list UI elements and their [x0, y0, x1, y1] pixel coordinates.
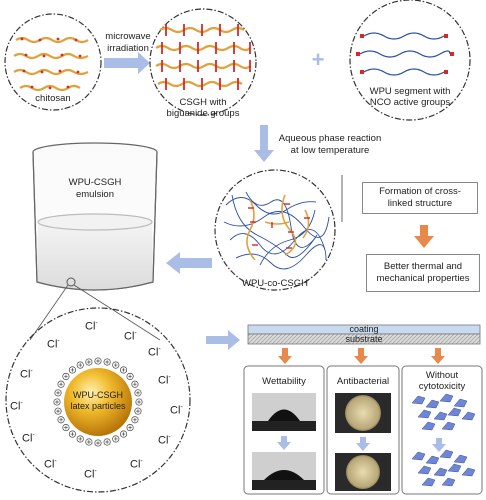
formation-label-1: Formation of cross-: [363, 186, 477, 197]
beaker: [33, 143, 157, 290]
wpu-segment-label-1: WPU segment with: [360, 86, 460, 97]
better-properties-box: Better thermal and mechanical properties: [366, 254, 480, 292]
arrow-to-emulsion: [166, 252, 212, 274]
wpu-chains: [360, 33, 450, 75]
coating-label: coating: [248, 324, 480, 334]
formation-box: Formation of cross- linked structure: [362, 182, 478, 214]
wpu-segment-label-2: NCO active groups: [360, 97, 460, 108]
microwave-label: microwave: [100, 31, 156, 42]
wettability-label: Wettability: [244, 376, 324, 387]
cytotoxicity-label-1: Without: [402, 370, 482, 381]
antibacterial-label: Antibacterial: [327, 376, 399, 387]
chitosan-chains: [14, 38, 88, 90]
latex-label-2: latex particles: [58, 401, 138, 412]
chloride-ion: Cl-: [85, 320, 98, 333]
substrate-label: substrate: [248, 334, 480, 344]
arrow-microwave: [104, 52, 150, 74]
wpu-co-csgh-label: WPU-co-CSGH: [235, 278, 315, 289]
chloride-ion: Cl-: [158, 374, 171, 387]
chloride-ion: Cl-: [130, 458, 143, 471]
chitosan-dots: [21, 38, 82, 90]
chloride-ion: Cl-: [10, 400, 23, 413]
aqueous-label-2: at low temperature: [270, 145, 390, 156]
emulsion-label-2: emulsion: [55, 189, 135, 200]
emulsion-label-1: WPU-CSGH: [55, 177, 135, 188]
csgh-label-1: CSGH with: [168, 97, 238, 108]
arrow-to-coating: [206, 330, 240, 350]
plus-sign: +: [306, 49, 330, 71]
chloride-ion: Cl-: [158, 434, 171, 447]
chloride-ion: Cl-: [44, 458, 57, 471]
chloride-ion: Cl-: [84, 468, 97, 481]
chloride-ion: Cl-: [47, 338, 60, 351]
chloride-ion: Cl-: [22, 432, 35, 445]
aqueous-label-1: Aqueous phase reaction: [270, 133, 390, 144]
latex-label-1: WPU-CSGH: [63, 390, 133, 401]
irradiation-label: irradiation: [100, 43, 156, 54]
formation-label-2: linked structure: [363, 198, 477, 209]
csgh-biguanide-marks: [162, 24, 250, 90]
chitosan-label: chitosan: [20, 93, 86, 104]
csgh-label-2: biguanide groups: [162, 108, 244, 119]
chloride-ion: Cl-: [124, 330, 137, 343]
chloride-ion: Cl-: [170, 404, 183, 417]
network-blue: [224, 192, 329, 269]
better-label-2: mechanical properties: [367, 273, 479, 284]
wpu-co-csgh-circle: [215, 170, 335, 290]
csgh-chains: [156, 28, 250, 86]
cytotoxicity-label-2: cytotoxicity: [402, 381, 482, 392]
chloride-ion: Cl-: [20, 368, 33, 381]
better-label-1: Better thermal and: [367, 261, 479, 272]
chloride-ion: Cl-: [148, 346, 161, 359]
arrow-better-properties: [414, 225, 434, 248]
